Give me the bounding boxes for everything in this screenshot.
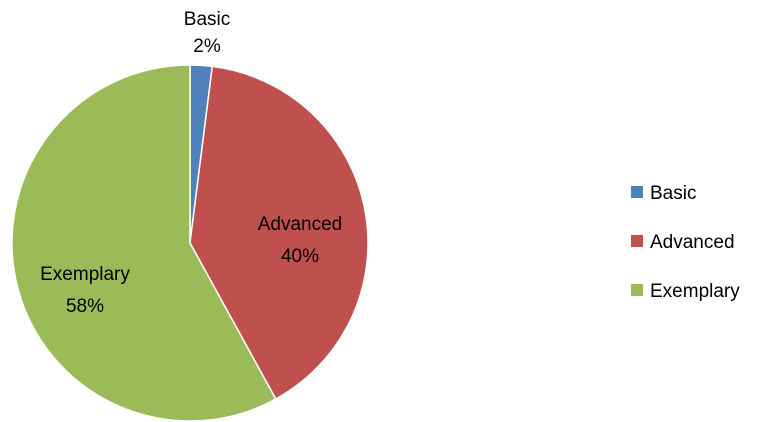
legend-swatch-exemplary bbox=[631, 284, 643, 296]
legend: Basic Advanced Exemplary bbox=[631, 183, 740, 302]
legend-swatch-advanced bbox=[631, 235, 643, 247]
pie-slice-advanced bbox=[189, 65, 369, 401]
data-label-exemplary-category: Exemplary bbox=[40, 264, 130, 285]
legend-label-advanced: Advanced bbox=[650, 232, 735, 253]
data-label-advanced-category: Advanced bbox=[258, 214, 343, 235]
data-labels: Basic 2% Advanced 40% Exemplary 58% bbox=[40, 9, 342, 317]
legend-swatch-basic bbox=[631, 186, 643, 198]
legend-label-exemplary: Exemplary bbox=[650, 281, 740, 302]
data-label-basic-percent: 2% bbox=[193, 36, 221, 57]
pie-slices bbox=[11, 64, 369, 422]
pie-slice-exemplary bbox=[11, 64, 277, 422]
data-label-advanced-percent: 40% bbox=[281, 246, 319, 267]
data-label-basic-category: Basic bbox=[184, 9, 230, 30]
legend-label-basic: Basic bbox=[650, 183, 696, 204]
data-label-exemplary-percent: 58% bbox=[66, 296, 104, 317]
